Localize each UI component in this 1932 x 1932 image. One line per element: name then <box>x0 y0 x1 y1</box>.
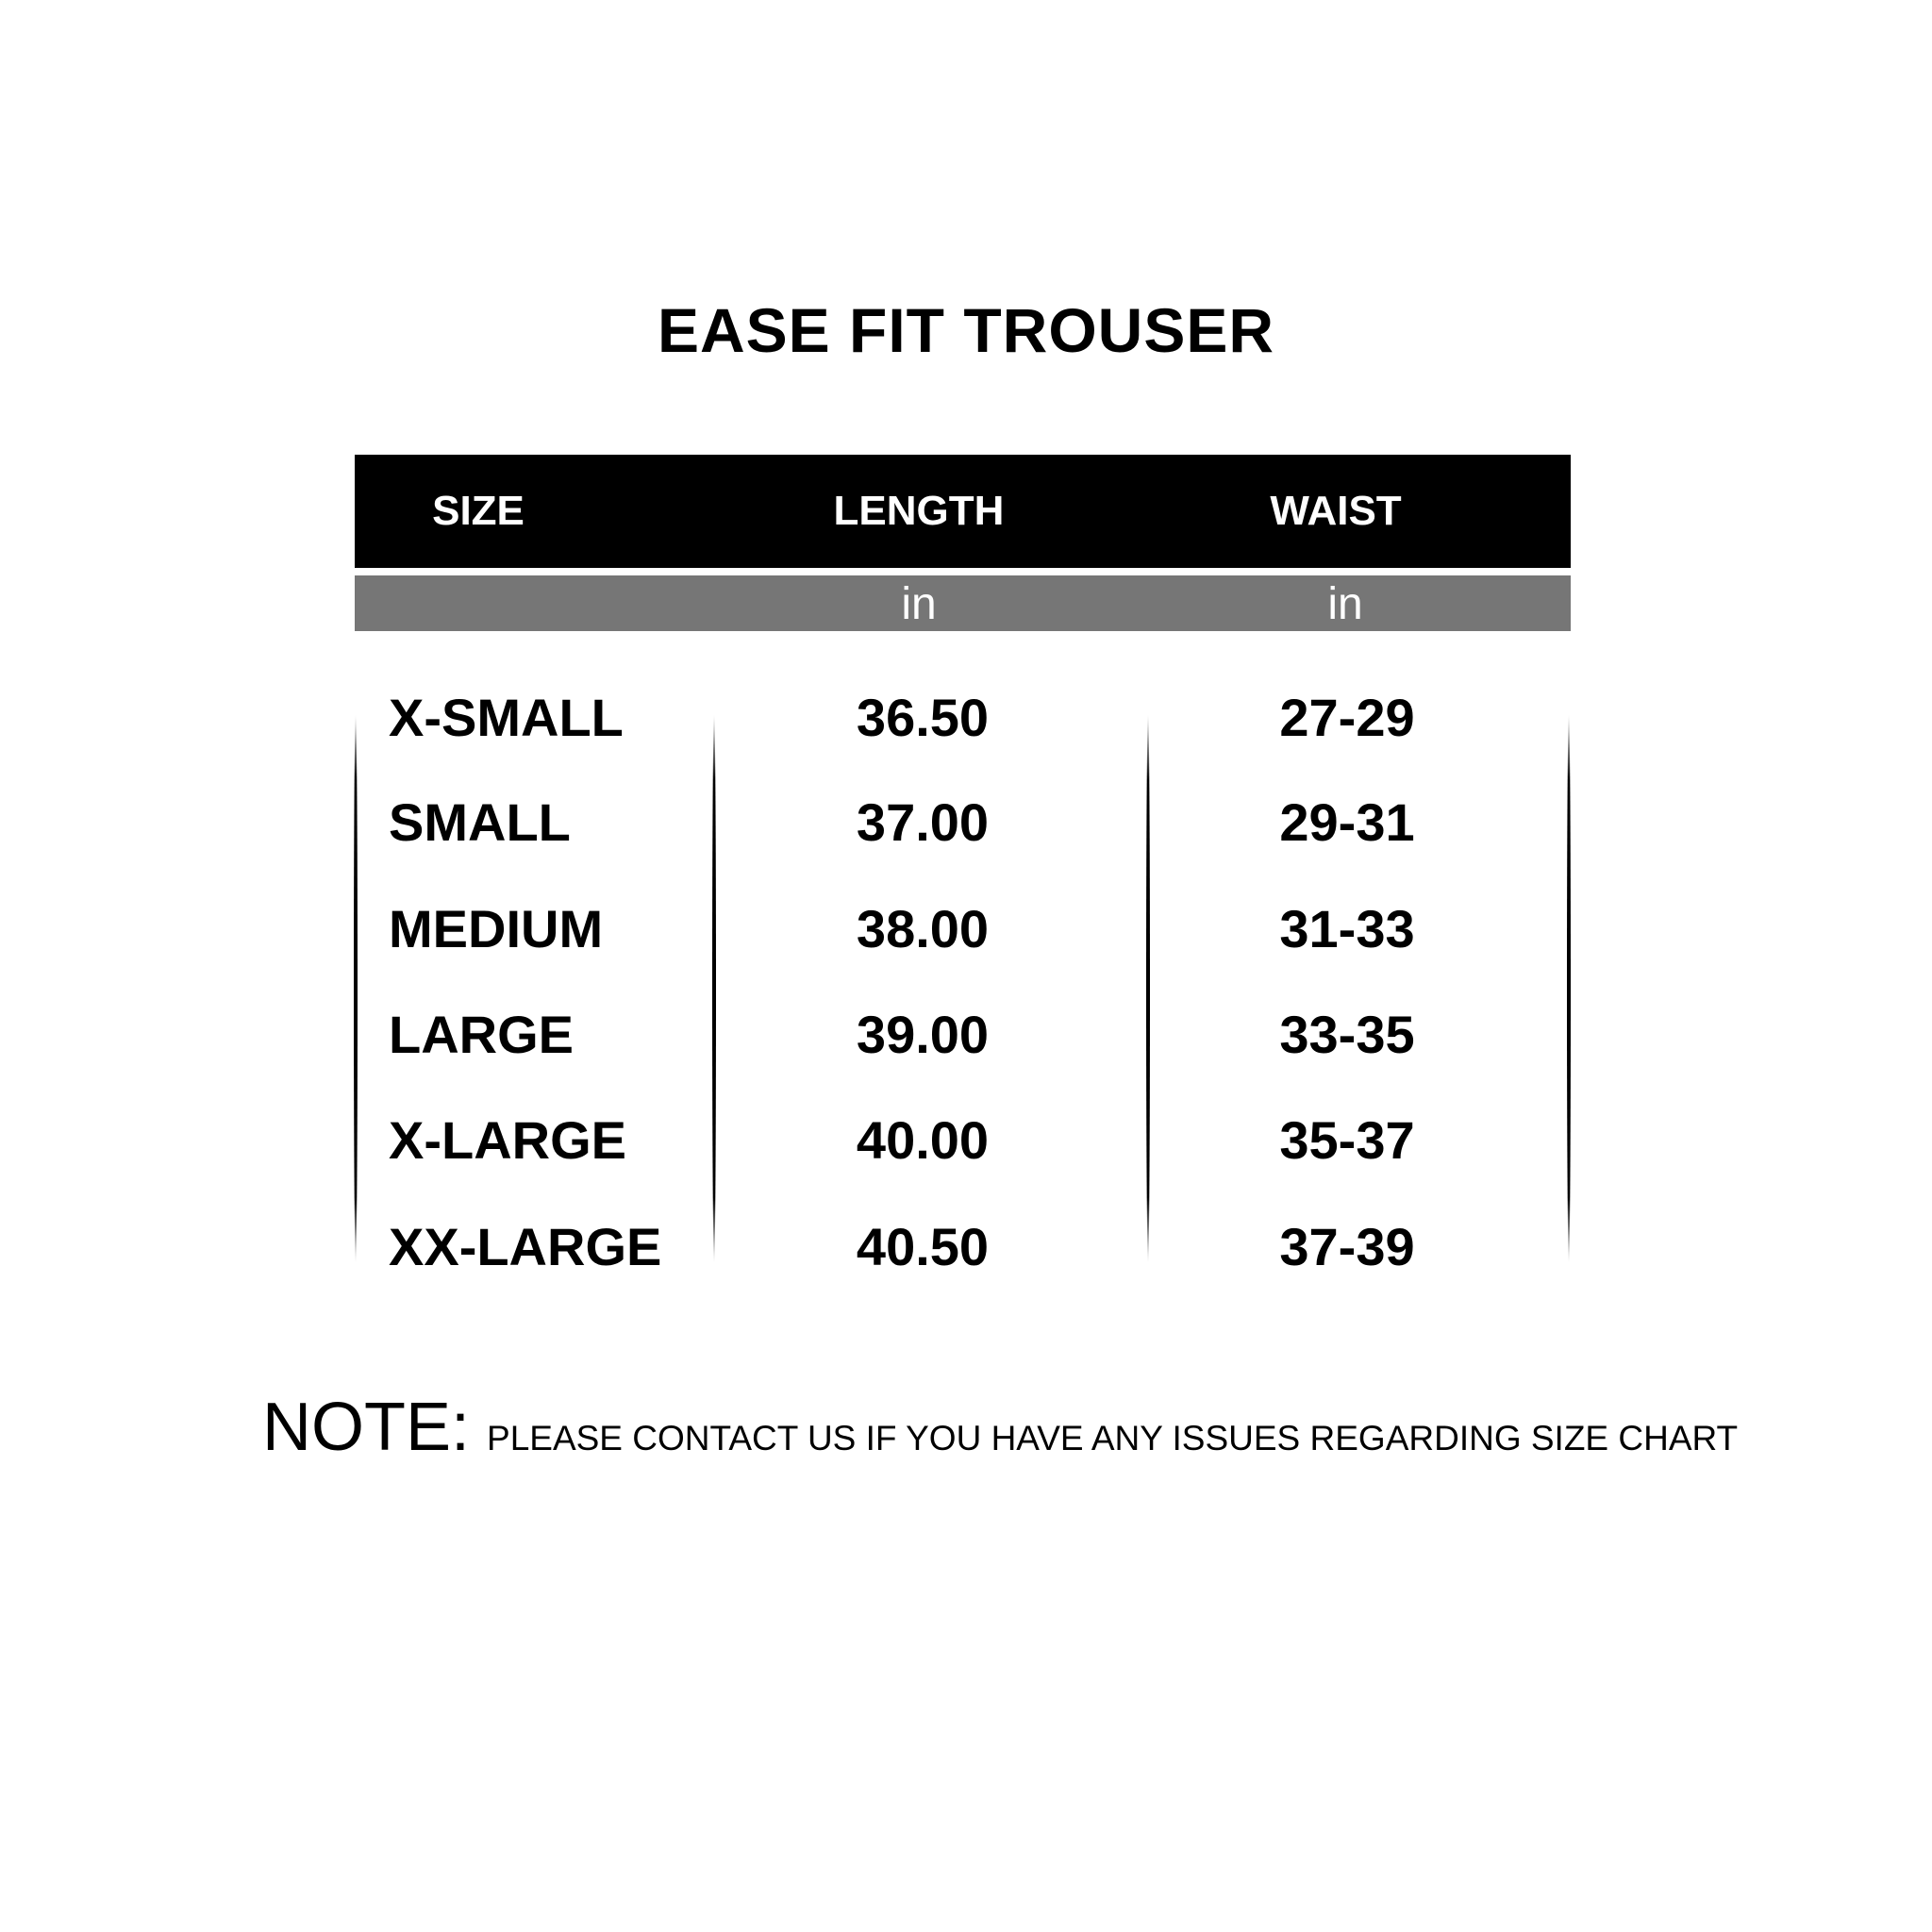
unit-waist: in <box>1327 579 1363 629</box>
length-cell: 40.50 <box>856 1217 990 1276</box>
size-cell: SMALL <box>389 792 571 852</box>
table-row: MEDIUM 38.00 31-33 <box>0 891 1932 967</box>
page-title: EASE FIT TROUSER <box>657 295 1275 365</box>
waist-cell: 35-37 <box>1279 1110 1415 1170</box>
table-header: SIZE LENGTH WAIST <box>355 455 1571 568</box>
length-cell: 39.00 <box>856 1005 990 1064</box>
note: NOTE: PLEASE CONTACT US IF YOU HAVE ANY I… <box>262 1389 1738 1466</box>
waist-cell: 31-33 <box>1279 899 1415 958</box>
table-row: X-SMALL 36.50 27-29 <box>0 680 1932 756</box>
waist-cell: 33-35 <box>1279 1005 1415 1064</box>
column-divider <box>1567 714 1571 1263</box>
table-row: XX-LARGE 40.50 37-39 <box>0 1209 1932 1285</box>
waist-cell: 29-31 <box>1279 792 1415 852</box>
size-cell: MEDIUM <box>389 899 604 958</box>
table-row: X-LARGE 40.00 35-37 <box>0 1103 1932 1178</box>
length-cell: 36.50 <box>856 688 990 747</box>
column-divider <box>712 714 716 1263</box>
size-cell: X-SMALL <box>389 688 624 747</box>
length-cell: 37.00 <box>856 792 990 852</box>
column-divider <box>354 714 358 1263</box>
length-cell: 38.00 <box>856 899 990 958</box>
size-cell: LARGE <box>389 1005 574 1064</box>
header-size: SIZE <box>432 488 525 534</box>
length-cell: 40.00 <box>856 1110 990 1170</box>
header-waist: WAIST <box>1270 488 1402 534</box>
header-length: LENGTH <box>833 488 1005 534</box>
note-text: PLEASE CONTACT US IF YOU HAVE ANY ISSUES… <box>487 1419 1739 1457</box>
unit-length: in <box>901 579 937 629</box>
note-label: NOTE: <box>262 1390 471 1465</box>
waist-cell: 37-39 <box>1279 1217 1415 1276</box>
waist-cell: 27-29 <box>1279 688 1415 747</box>
size-cell: XX-LARGE <box>389 1217 662 1276</box>
table-row: LARGE 39.00 33-35 <box>0 997 1932 1073</box>
table-row: SMALL 37.00 29-31 <box>0 785 1932 860</box>
column-divider <box>1146 714 1150 1263</box>
size-cell: X-LARGE <box>389 1110 626 1170</box>
units-row: in in <box>355 575 1571 631</box>
